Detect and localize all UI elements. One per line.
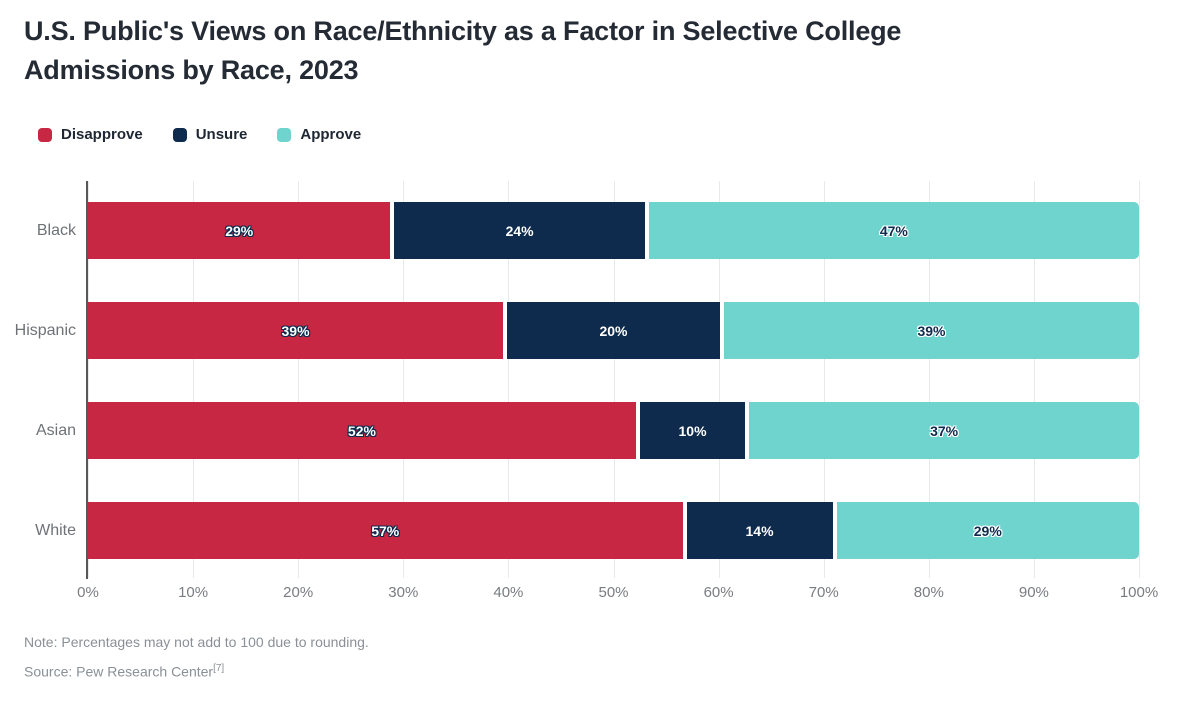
legend-label: Disapprove xyxy=(61,126,143,143)
bar-value-label: 39% xyxy=(281,322,310,339)
legend-swatch-icon xyxy=(277,127,292,142)
legend-label: Approve xyxy=(300,126,362,143)
gridline xyxy=(928,181,930,578)
gridline xyxy=(508,181,510,578)
bar-segment-approve: 47% xyxy=(644,202,1139,259)
bar-segment-unsure: 10% xyxy=(635,402,746,459)
bar-value-label: 29% xyxy=(225,222,254,239)
bar-value-label: 57% xyxy=(371,522,400,539)
legend-item-approve: Approve xyxy=(277,126,361,143)
legend: Disapprove Unsure Approve xyxy=(38,126,361,143)
bar-row-black: 29% 24% 47% xyxy=(88,202,1139,259)
gridline xyxy=(1033,181,1035,578)
y-category-label: White xyxy=(35,522,76,539)
bar-value-label: 37% xyxy=(930,422,959,439)
bar-value-label: 24% xyxy=(505,222,534,239)
x-tick-label: 80% xyxy=(913,584,944,601)
bar-segment-unsure: 20% xyxy=(503,302,720,359)
bar-value-label: 39% xyxy=(917,322,946,339)
x-tick-label: 100% xyxy=(1119,584,1159,601)
gridline xyxy=(403,181,405,578)
x-tick-label: 20% xyxy=(283,584,314,601)
y-category-label: Hispanic xyxy=(14,322,76,339)
title-line-2: Admissions by Race, 2023 xyxy=(24,55,359,85)
note-text: Note: Percentages may not add to 100 due… xyxy=(24,634,369,650)
bar-segment-disapprove: 39% xyxy=(88,302,504,359)
bar-segment-disapprove: 57% xyxy=(88,502,683,559)
legend-swatch-icon xyxy=(38,127,52,142)
legend-label: Unsure xyxy=(195,126,248,143)
source-reference: [7] xyxy=(213,663,225,674)
bar-segment-unsure: 24% xyxy=(390,202,645,259)
bar-row-hispanic: 39% 20% 39% xyxy=(88,302,1140,359)
bar-segment-unsure: 14% xyxy=(682,502,833,559)
gridline xyxy=(1139,181,1140,578)
x-tick-label: 10% xyxy=(178,584,209,601)
x-tick-label: 90% xyxy=(1018,584,1049,601)
bar-value-label: 20% xyxy=(599,322,628,339)
x-tick-label: 40% xyxy=(493,584,524,601)
x-tick-label: 50% xyxy=(598,584,629,601)
bar-segment-approve: 37% xyxy=(745,402,1140,459)
bar-segment-approve: 29% xyxy=(832,502,1139,559)
legend-item-unsure: Unsure xyxy=(172,126,248,143)
bar-value-label: 52% xyxy=(347,422,376,439)
x-tick-label: 70% xyxy=(808,584,839,601)
bar-segment-disapprove: 52% xyxy=(88,402,636,459)
y-category-label: Asian xyxy=(35,422,76,439)
x-tick-label: 30% xyxy=(388,584,419,601)
title-line-1: U.S. Public's Views on Race/Ethnicity as… xyxy=(24,16,902,46)
legend-item-disapprove: Disapprove xyxy=(38,126,143,143)
bar-row-asian: 52% 10% 37% xyxy=(88,402,1140,459)
gridline xyxy=(823,181,825,578)
bar-segment-disapprove: 29% xyxy=(88,202,391,259)
plot-area: 29% 24% 47% 39% 20% 39% 52% 10% 37% 57% 14% 29% xyxy=(88,181,1140,578)
source-label: Source: Pew Research Center xyxy=(24,663,214,680)
gridline xyxy=(613,181,615,578)
bar-value-label: 29% xyxy=(973,522,1002,539)
x-tick-label: 0% xyxy=(77,584,99,601)
gridline xyxy=(88,181,89,578)
legend-swatch-icon xyxy=(172,127,187,142)
bar-value-label: 14% xyxy=(745,522,774,539)
gridline xyxy=(193,181,195,578)
bar-row-white: 57% 14% 29% xyxy=(88,502,1139,559)
page-title: U.S. Public's Views on Race/Ethnicity as… xyxy=(24,12,901,90)
x-tick-label: 60% xyxy=(703,584,734,601)
y-axis-line xyxy=(86,181,88,579)
bar-segment-approve: 39% xyxy=(719,302,1140,359)
gridline xyxy=(298,181,300,578)
source-text: Source: Pew Research Center[7] xyxy=(24,663,224,680)
gridline xyxy=(718,181,720,578)
y-category-label: Black xyxy=(36,222,76,239)
bar-value-label: 10% xyxy=(678,422,707,439)
bar-value-label: 47% xyxy=(879,222,908,239)
